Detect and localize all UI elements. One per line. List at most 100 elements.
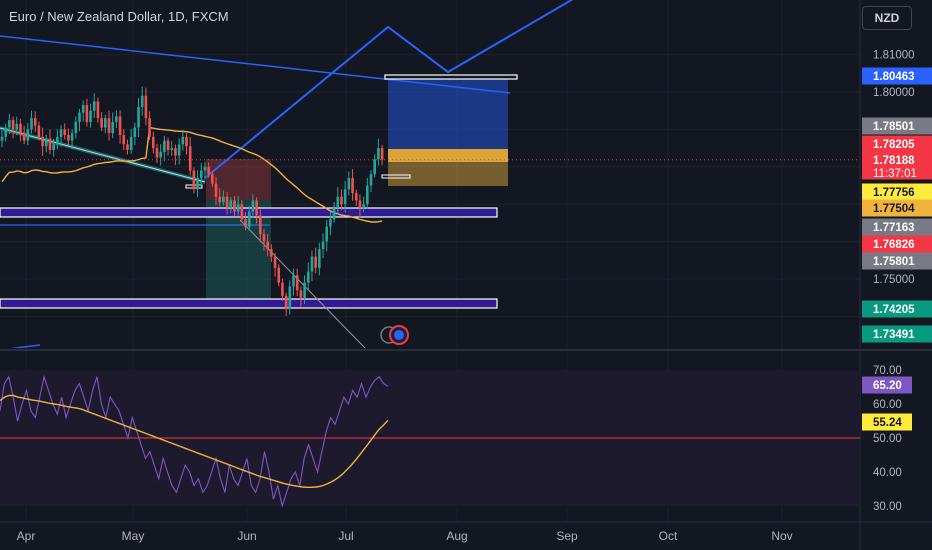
candle (148, 111, 151, 141)
candle-body (343, 189, 347, 205)
candle-body (144, 95, 148, 119)
candle-body (292, 275, 295, 287)
candle (284, 292, 288, 316)
candle (44, 134, 48, 153)
long-target-zone (388, 79, 508, 149)
candle (174, 144, 177, 166)
candle-body (325, 226, 329, 242)
rsi-value-label: 65.20 (862, 376, 912, 394)
candle-body (159, 151, 162, 158)
candle (111, 112, 114, 139)
price-label: 1.77504 (862, 199, 932, 217)
candle (314, 247, 317, 274)
candle-body (163, 140, 166, 152)
candle (129, 128, 133, 154)
candle-body (354, 192, 358, 201)
candle (59, 125, 63, 147)
candle-body (166, 140, 170, 150)
candle-body (19, 123, 22, 134)
candle (41, 127, 44, 156)
price-label-text: 1.75801 (873, 256, 915, 268)
price-label-text: 1.78501 (873, 121, 915, 133)
price-label-bg (862, 135, 932, 153)
candle (343, 181, 347, 213)
candle-body (222, 196, 225, 203)
candle (192, 167, 196, 194)
candle (188, 137, 192, 176)
price-label-text: 1.77504 (873, 203, 915, 215)
time-tick: Apr (17, 529, 36, 543)
price-label: 1.77163 (862, 218, 932, 236)
projection-path (204, 0, 574, 179)
candle-body (255, 200, 258, 216)
candle (351, 169, 354, 201)
candle (214, 177, 218, 206)
candle-body (259, 215, 262, 235)
candle (26, 123, 30, 146)
candle-body (33, 118, 37, 126)
candle (233, 195, 236, 217)
price-pane[interactable] (0, 0, 860, 350)
lower-trendline (9, 344, 41, 348)
candle (262, 228, 266, 251)
candle (336, 187, 340, 215)
price-label-text: 1.73491 (873, 329, 915, 341)
time-axis[interactable]: Apr May Jun Jul Aug Sep Oct Nov (17, 529, 793, 543)
candle (329, 211, 332, 236)
price-label: 1.73491 (862, 325, 932, 343)
candle-body (377, 148, 380, 160)
candle (170, 141, 174, 156)
candle (340, 189, 343, 210)
candle (358, 194, 362, 218)
candle (37, 121, 41, 141)
time-tick: Jun (237, 529, 256, 543)
price-label-text: 1.78205 (873, 139, 915, 151)
price-tick: 1.80000 (873, 87, 915, 99)
candle-body (288, 286, 292, 309)
candle-body (140, 95, 144, 107)
candle (11, 116, 15, 139)
candle (273, 253, 277, 277)
candle (22, 125, 26, 145)
candle-body (100, 118, 103, 128)
candle (96, 97, 100, 123)
candle (140, 86, 144, 116)
candle-body (4, 127, 7, 137)
candle (30, 110, 33, 134)
candle (325, 219, 329, 252)
candle (270, 244, 273, 262)
candle-body (240, 204, 244, 220)
event-flag-icon-inner (394, 330, 404, 340)
price-label-text: 1.74205 (873, 304, 915, 316)
candle-body (96, 101, 100, 119)
rsi-tick: 30.00 (873, 501, 902, 513)
candle (159, 144, 162, 166)
candle-body (85, 105, 89, 122)
candle-body (362, 204, 365, 208)
candle (244, 211, 247, 231)
time-tick: Nov (771, 529, 792, 543)
candle (211, 170, 214, 187)
price-label-bg (862, 218, 932, 236)
candle-body (332, 207, 336, 220)
currency-button[interactable]: NZD (862, 6, 912, 30)
rsi-pane[interactable] (0, 370, 860, 509)
price-label-bg (862, 151, 932, 180)
candle (321, 233, 325, 259)
candle (163, 135, 166, 162)
candle-body (203, 166, 207, 171)
candle-body (340, 196, 343, 205)
price-label-bg (862, 67, 932, 85)
candle (56, 129, 59, 150)
candle-body (233, 200, 236, 212)
candle-body (373, 159, 376, 175)
candle-body (306, 271, 310, 283)
price-label: 1.78501 (862, 117, 932, 135)
candle-body (369, 174, 373, 186)
price-axis[interactable]: 1.81000 1.80000 1.75000 1.80463 1.78501 1.782… (862, 50, 932, 513)
candle-body (148, 118, 151, 137)
rsi-tick: 60.00 (873, 399, 902, 411)
candle (92, 93, 96, 119)
price-tick: 1.81000 (873, 50, 915, 62)
